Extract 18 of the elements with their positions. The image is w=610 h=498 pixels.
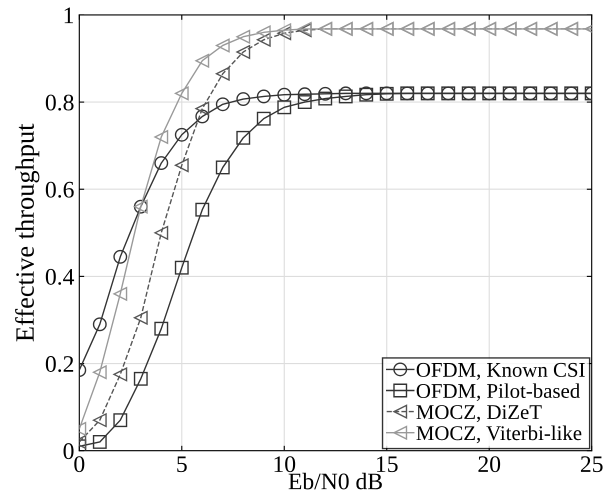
x-tick-label: 0 — [74, 456, 84, 472]
y-tick-label: 0.2 — [46, 356, 74, 372]
x-tick-label: 15 — [377, 456, 398, 472]
y-tick-label: 0.6 — [46, 182, 74, 198]
y-axis-title: Effective throughput — [15, 124, 40, 342]
legend-label: MOCZ, Viterbi-like — [416, 426, 582, 444]
x-tick-label: 5 — [177, 456, 187, 472]
legend-label: OFDM, Known CSI — [416, 362, 585, 380]
y-tick-label: 0 — [64, 443, 74, 460]
x-tick-label: 20 — [478, 456, 500, 472]
legend-label: MOCZ, DiZeT — [416, 405, 542, 422]
y-tick-label: 1 — [64, 8, 74, 24]
x-tick-label: 10 — [274, 456, 296, 472]
legend-label: OFDM, Pilot-based — [416, 383, 580, 401]
x-tick-label: 25 — [580, 456, 603, 472]
x-axis-title: Eb/N0 dB — [288, 472, 382, 490]
y-tick-label: 0.4 — [46, 268, 74, 285]
y-tick-label: 0.8 — [46, 94, 74, 111]
